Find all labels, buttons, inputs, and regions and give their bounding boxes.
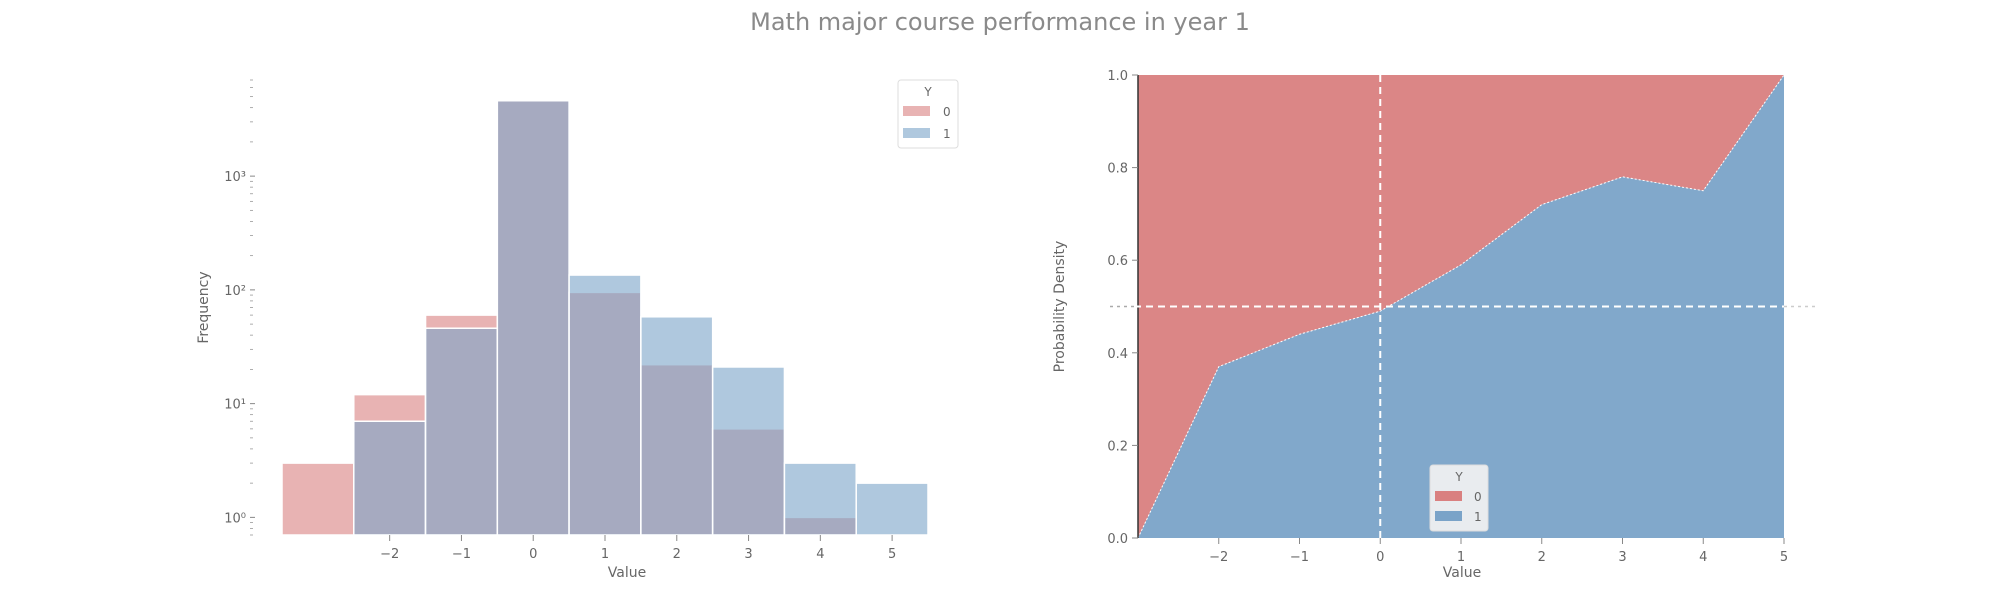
density-y-tick-label: 1.0 — [1107, 69, 1128, 84]
hist-legend-label-y0: 0 — [943, 105, 951, 119]
hist-bar-y1 — [353, 420, 427, 536]
density-x-tick-label: 1 — [1457, 550, 1465, 565]
hist-bar-y1 — [496, 99, 570, 536]
hist-bar-y0 — [281, 462, 355, 536]
hist-y-tick-label: 10⁰ — [224, 511, 246, 526]
hist-x-tick-label: −2 — [380, 547, 399, 562]
hist-x-tick-label: 4 — [816, 547, 824, 562]
hist-bar-y1 — [855, 482, 929, 536]
density-x-tick-label: −1 — [1290, 550, 1309, 565]
hist-x-tick-label: 3 — [744, 547, 752, 562]
density-x-axis-label: Value — [1443, 565, 1481, 581]
density-boundary-line — [1137, 74, 1785, 539]
density-legend-label-y1: 1 — [1474, 510, 1482, 524]
density-x-tick-label: 3 — [1618, 550, 1626, 565]
hist-x-tick-label: 2 — [673, 547, 681, 562]
hist-x-tick-label: 0 — [529, 547, 537, 562]
density-y-tick-label: 0.2 — [1107, 439, 1128, 454]
hist-legend: Y0 1 — [897, 79, 959, 149]
hist-x-tick-label: 5 — [888, 547, 896, 562]
hist-legend-label-y1: 1 — [943, 127, 951, 141]
density-legend: Y0 1 — [1429, 464, 1489, 532]
density-y-axis-label: Probability Density — [1052, 241, 1068, 373]
density-y-tick-label: 0.8 — [1107, 162, 1128, 177]
hist-y-tick-label: 10³ — [224, 170, 246, 185]
hist-legend-swatch-y0 — [903, 106, 930, 116]
density-legend-swatch-y1 — [1435, 511, 1462, 521]
hist-legend-swatch-y1 — [903, 128, 930, 138]
density-y-tick-label: 0.4 — [1107, 347, 1128, 362]
figure-title: Math major course performance in year 1 — [750, 8, 1250, 36]
hist-bar-y1 — [568, 274, 642, 536]
hist-legend-title: Y — [923, 85, 932, 99]
hist-y-tick-label: 10² — [224, 284, 246, 299]
density-area-y0 — [1138, 75, 1784, 538]
hist-x-tick-label: 1 — [601, 547, 609, 562]
hist-bar-y1 — [640, 316, 714, 536]
density-x-tick-label: 0 — [1376, 550, 1384, 565]
hist-bar-y1 — [783, 462, 857, 536]
hist-y-tick-label: 10¹ — [224, 398, 246, 413]
density-legend-swatch-y0 — [1435, 491, 1462, 501]
density-x-tick-label: −2 — [1209, 550, 1228, 565]
hist-bar-y1 — [424, 327, 499, 536]
density-y-tick-label: 0.0 — [1107, 532, 1128, 547]
density-y-tick-label: 0.6 — [1107, 254, 1128, 269]
hist-y-axis-label: Frequency — [196, 271, 212, 343]
density-x-tick-label: 2 — [1538, 550, 1546, 565]
hist-x-axis-label: Value — [608, 565, 646, 581]
hist-bar-y1 — [711, 366, 786, 536]
density-chart: −2 −1 0 1 2 3 4 5 0.0 0.2 0.4 0.6 0.8 1.0 Value Probabi… — [1052, 69, 1816, 581]
density-x-tick-label: 5 — [1780, 550, 1788, 565]
density-legend-title: Y — [1454, 470, 1463, 484]
density-legend-label-y0: 0 — [1474, 490, 1482, 504]
hist-x-tick-label: −1 — [452, 547, 471, 562]
density-x-tick-label: 4 — [1699, 550, 1707, 565]
